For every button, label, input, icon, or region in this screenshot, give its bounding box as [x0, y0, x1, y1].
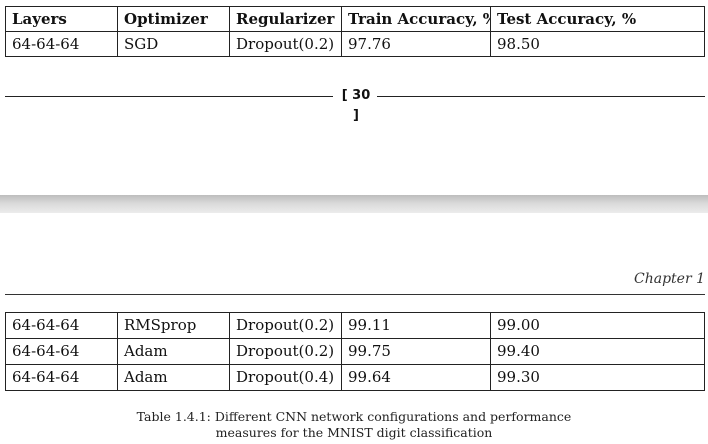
cell-regularizer: Dropout(0.4)	[229, 364, 342, 391]
table-caption: Table 1.4.1: Different CNN network confi…	[0, 409, 708, 441]
header-train-accuracy: Train Accuracy, %	[341, 6, 491, 32]
table-row: 64-64-64 Adam Dropout(0.2) 99.75 99.40	[5, 338, 705, 365]
cell-optimizer: Adam	[117, 364, 230, 391]
cell-train-accuracy: 97.76	[341, 31, 491, 57]
page-number: [ 30 ]	[341, 88, 371, 123]
cell-layers: 64-64-64	[5, 31, 118, 57]
header-optimizer: Optimizer	[117, 6, 230, 32]
header-test-accuracy: Test Accuracy, %	[490, 6, 705, 32]
table-row: 64-64-64 RMSprop Dropout(0.2) 99.11 99.0…	[5, 312, 705, 339]
results-table-bottom: 64-64-64 RMSprop Dropout(0.2) 99.11 99.0…	[5, 312, 705, 391]
footer-rule-left	[5, 96, 333, 97]
page-break-divider	[0, 195, 708, 213]
page-footer: [ 30 ]	[5, 86, 705, 123]
cell-regularizer: Dropout(0.2)	[229, 338, 342, 365]
cell-test-accuracy: 98.50	[490, 31, 705, 57]
cell-regularizer: Dropout(0.2)	[229, 31, 342, 57]
caption-line-2: measures for the MNIST digit classificat…	[215, 425, 493, 440]
header-layers: Layers	[5, 6, 118, 32]
cell-optimizer: SGD	[117, 31, 230, 57]
cell-optimizer: Adam	[117, 338, 230, 365]
cell-layers: 64-64-64	[5, 364, 118, 391]
cell-layers: 64-64-64	[5, 338, 118, 365]
cell-train-accuracy: 99.64	[341, 364, 491, 391]
results-table-top: Layers Optimizer Regularizer Train Accur…	[5, 6, 705, 57]
header-regularizer: Regularizer	[229, 6, 342, 32]
running-header: Chapter 1	[634, 271, 705, 287]
cell-train-accuracy: 99.75	[341, 338, 491, 365]
cell-regularizer: Dropout(0.2)	[229, 312, 342, 339]
caption-line-1: Table 1.4.1: Different CNN network confi…	[136, 409, 572, 424]
cell-optimizer: RMSprop	[117, 312, 230, 339]
cell-train-accuracy: 99.11	[341, 312, 491, 339]
header-rule	[5, 294, 705, 295]
cell-test-accuracy: 99.00	[490, 312, 705, 339]
cell-test-accuracy: 99.30	[490, 364, 705, 391]
cell-layers: 64-64-64	[5, 312, 118, 339]
table-row: 64-64-64 Adam Dropout(0.4) 99.64 99.30	[5, 364, 705, 391]
table-header-row: Layers Optimizer Regularizer Train Accur…	[5, 6, 705, 32]
cell-test-accuracy: 99.40	[490, 338, 705, 365]
footer-rule-right	[377, 96, 705, 97]
table-row: 64-64-64 SGD Dropout(0.2) 97.76 98.50	[5, 31, 705, 57]
